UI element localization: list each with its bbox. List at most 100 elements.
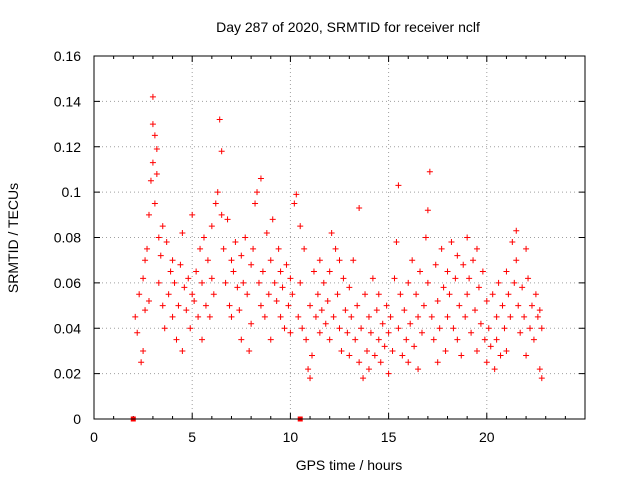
data-point: [149, 93, 156, 100]
chart-title: Day 287 of 2020, SRMTID for receiver ncl…: [216, 19, 480, 35]
data-point: [254, 189, 261, 196]
y-tick-label: 0.16: [54, 48, 81, 64]
data-point: [324, 298, 331, 305]
data-point: [316, 257, 323, 264]
data-point: [438, 245, 445, 252]
data-point: [199, 279, 206, 286]
data-point: [505, 291, 512, 298]
data-point: [527, 325, 534, 332]
data-points: [132, 93, 545, 382]
data-point: [275, 245, 282, 252]
data-point: [477, 320, 484, 327]
data-point: [220, 245, 227, 252]
data-point: [354, 302, 361, 309]
data-point: [475, 284, 482, 291]
data-point: [257, 302, 264, 309]
data-point: [487, 343, 494, 350]
data-point: [173, 336, 180, 343]
data-point: [155, 234, 162, 241]
data-point: [228, 257, 235, 264]
data-point: [424, 207, 431, 214]
data-point: [399, 352, 406, 359]
data-point: [230, 268, 237, 275]
data-point: [344, 329, 351, 336]
data-point: [202, 302, 209, 309]
data-point: [365, 366, 372, 373]
data-point: [381, 343, 388, 350]
data-point: [250, 245, 257, 252]
data-point: [142, 307, 149, 314]
data-point: [297, 223, 304, 230]
data-point: [503, 347, 510, 354]
data-point: [195, 313, 202, 320]
data-point: [334, 291, 341, 298]
data-point: [218, 148, 225, 155]
data-point: [346, 352, 353, 359]
data-point: [257, 175, 264, 182]
data-point: [525, 275, 532, 282]
data-point: [312, 313, 319, 320]
data-point: [481, 336, 488, 343]
data-point: [358, 325, 365, 332]
data-point: [523, 352, 530, 359]
data-point: [320, 279, 327, 286]
data-point: [248, 261, 255, 268]
data-point: [295, 313, 302, 320]
data-point: [248, 320, 255, 327]
data-point: [448, 239, 455, 246]
data-point: [352, 336, 359, 343]
data-point: [287, 329, 294, 336]
data-point: [458, 352, 465, 359]
y-tick-label: 0.06: [54, 275, 81, 291]
data-point: [307, 375, 314, 382]
data-point: [234, 284, 241, 291]
data-point: [446, 291, 453, 298]
data-point: [142, 257, 149, 264]
data-point: [379, 320, 386, 327]
data-point: [462, 313, 469, 320]
y-tick-label: 0: [73, 411, 81, 427]
data-point: [303, 336, 310, 343]
data-point: [167, 268, 174, 275]
x-tick-label: 20: [479, 429, 495, 445]
data-point: [332, 245, 339, 252]
y-tick-label: 0.12: [54, 139, 81, 155]
data-point: [464, 291, 471, 298]
y-tick-label: 0.04: [54, 320, 81, 336]
data-point: [242, 234, 249, 241]
data-point: [263, 229, 270, 236]
data-point: [189, 211, 196, 218]
data-point: [336, 325, 343, 332]
data-point: [454, 252, 461, 259]
data-point: [244, 291, 251, 298]
data-point: [523, 245, 530, 252]
data-point: [405, 359, 412, 366]
data-point: [383, 302, 390, 309]
data-point: [232, 239, 239, 246]
data-point: [389, 347, 396, 354]
data-point: [246, 347, 253, 354]
data-point: [356, 205, 363, 212]
data-point: [238, 252, 245, 259]
data-point: [145, 298, 152, 305]
x-tick-label: 10: [283, 429, 299, 445]
data-point: [216, 116, 223, 123]
data-point: [159, 223, 166, 230]
data-point: [503, 268, 510, 275]
plot-frame: [93, 55, 586, 420]
data-point: [214, 189, 221, 196]
data-point: [509, 239, 516, 246]
data-point: [169, 313, 176, 320]
data-point: [267, 257, 274, 264]
data-point: [473, 347, 480, 354]
data-point: [530, 336, 537, 343]
data-point: [409, 257, 416, 264]
data-point: [193, 268, 200, 275]
data-point: [493, 313, 500, 320]
data-point: [187, 325, 194, 332]
data-point: [342, 307, 349, 314]
data-point: [491, 366, 498, 373]
data-point: [365, 313, 372, 320]
data-point: [371, 352, 378, 359]
data-point: [362, 291, 369, 298]
